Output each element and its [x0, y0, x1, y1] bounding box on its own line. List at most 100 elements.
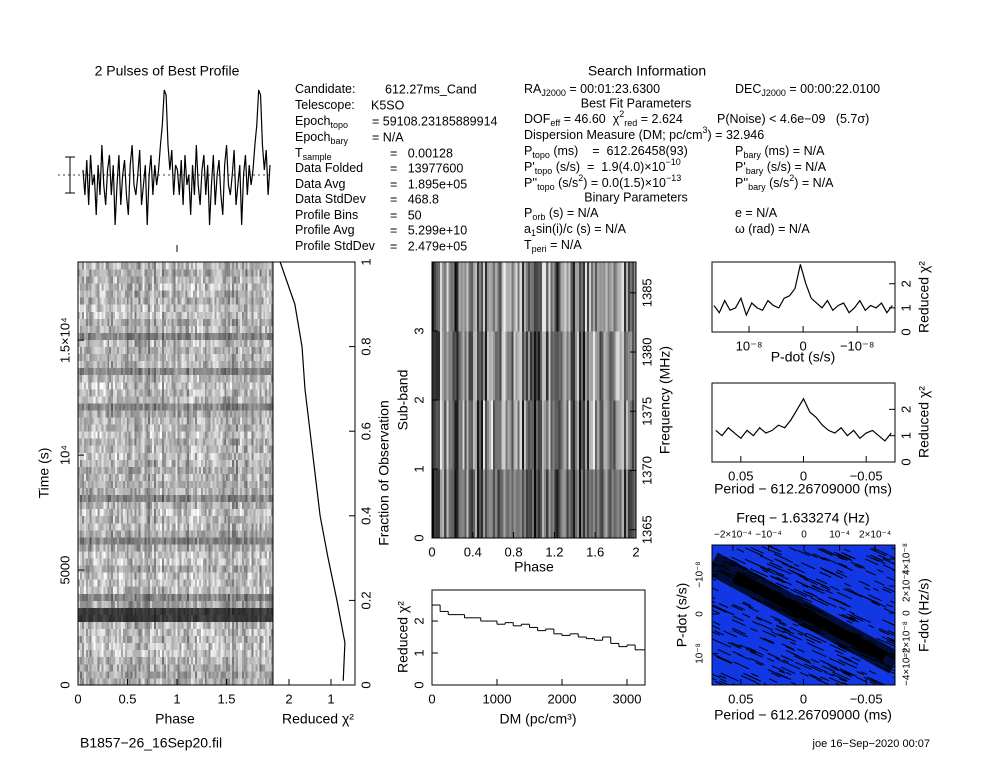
pixel: [148, 417, 151, 425]
pixel: [226, 635, 229, 644]
pixel: [148, 642, 151, 651]
pixel: [93, 487, 96, 496]
pixel: [169, 536, 172, 545]
pixel: [237, 663, 241, 672]
pixel: [226, 565, 229, 573]
pixel: [247, 544, 250, 552]
pixel: [232, 579, 235, 587]
pixel: [150, 388, 153, 397]
pixel: [117, 501, 120, 510]
pixel: [91, 459, 94, 467]
pixel: [117, 487, 120, 496]
pixel: [195, 339, 198, 347]
pixel: [161, 663, 165, 672]
pixel: [177, 466, 180, 474]
pixel: [169, 501, 172, 510]
pixel: [99, 459, 102, 467]
pixel: [173, 452, 176, 460]
pixel: [134, 677, 137, 686]
pixel: [247, 494, 250, 503]
pixel: [249, 417, 252, 425]
pixel: [83, 388, 87, 397]
pixel: [134, 600, 137, 608]
pixel: [157, 515, 161, 524]
pixel: [78, 374, 81, 383]
pixel: [249, 360, 252, 369]
pixel: [253, 642, 256, 651]
pixel: [228, 473, 231, 481]
pixel: [173, 445, 176, 453]
pixel: [130, 642, 133, 651]
pixel: [89, 586, 93, 594]
pixel: [138, 551, 141, 559]
pixel: [271, 607, 274, 615]
pixel: [181, 438, 184, 446]
pixel: [91, 403, 94, 411]
pixel: [95, 403, 98, 411]
pixel: [230, 367, 233, 376]
pixel: [109, 494, 112, 503]
pixel: [111, 572, 114, 580]
pixel: [156, 438, 159, 446]
pixel: [241, 360, 245, 369]
pixel: [165, 374, 169, 383]
pixel: [122, 374, 126, 383]
pixel: [216, 614, 219, 622]
pixel: [101, 431, 104, 439]
pixel: [179, 417, 182, 425]
pixel: [118, 558, 122, 566]
pixel: [122, 544, 126, 552]
pixel: [78, 635, 81, 644]
pixel: [216, 642, 219, 651]
pixel: [214, 677, 217, 686]
pixel: [216, 558, 219, 566]
pixel: [232, 607, 235, 615]
pixel: [118, 628, 122, 637]
pixel: [269, 586, 272, 594]
pixel: [179, 621, 182, 629]
pixel: [200, 459, 204, 467]
pixel: [230, 579, 233, 587]
pixel: [212, 388, 215, 397]
pixel: [83, 642, 87, 651]
pixel: [267, 459, 270, 467]
file-name: B1857−26_16Sep20.fil: [80, 735, 222, 751]
pixel: [93, 529, 96, 538]
pixel: [136, 607, 139, 615]
pixel: [196, 431, 200, 439]
pixel: [235, 410, 239, 418]
pixel: [173, 388, 176, 397]
pixel: [144, 635, 147, 644]
pixel: [171, 663, 174, 672]
pixel: [85, 501, 89, 510]
pixel: [187, 656, 190, 665]
pixel: [185, 459, 188, 467]
pixel: [200, 558, 204, 566]
pixel: [249, 367, 252, 376]
pixel: [228, 642, 231, 651]
pixel: [118, 395, 122, 404]
pixel: [253, 558, 256, 566]
pixel: [216, 551, 219, 559]
pixel: [161, 410, 165, 418]
pixel: [261, 466, 264, 474]
pixel: [222, 445, 225, 453]
pixel: [105, 614, 108, 622]
pixel: [142, 360, 145, 369]
pixel: [237, 522, 241, 531]
pixel: [185, 346, 188, 355]
pixel: [124, 417, 128, 425]
pixel: [154, 649, 157, 658]
pixel: [89, 515, 93, 524]
pixel: [161, 353, 165, 362]
pixel: [241, 572, 245, 580]
pixel: [95, 346, 98, 355]
pixel: [85, 663, 89, 672]
pixel: [87, 663, 91, 672]
pixel: [181, 544, 184, 552]
pixel: [79, 649, 83, 658]
pixel: [93, 403, 96, 411]
pixel: [87, 353, 91, 362]
pixel: [239, 544, 243, 552]
pixel: [85, 529, 89, 538]
